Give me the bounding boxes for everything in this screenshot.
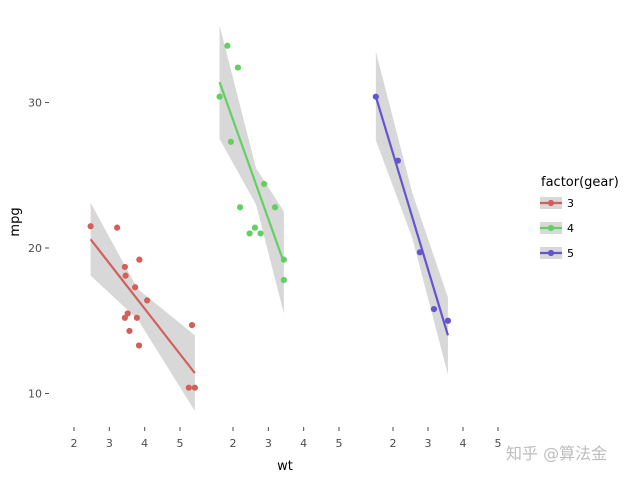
data-point-gear-5 [416, 249, 424, 256]
facet-panel-gear-3: 2 3 4 5 [71, 202, 198, 450]
y-axis: 10 20 30 [28, 97, 49, 401]
data-point-gear-3 [136, 256, 143, 263]
data-point-gear-3 [191, 384, 198, 391]
data-point-gear-3 [126, 327, 133, 335]
data-point-gear-3 [121, 263, 128, 271]
facet-panels: 10 20 30 2 3 4 5 2 3 4 5 2 3 4 5 [28, 25, 502, 450]
legend-label: 3 [567, 197, 574, 210]
data-point-gear-4 [280, 256, 287, 263]
data-point-gear-4 [227, 138, 234, 145]
x-tick-label: 4 [141, 437, 148, 450]
legend-item-gear-5: 5 [540, 247, 574, 260]
data-point-gear-3 [144, 297, 151, 304]
legend-label: 5 [567, 247, 574, 260]
legend-item-gear-4: 4 [540, 222, 574, 235]
data-point-gear-4 [251, 224, 259, 231]
regression-line-gear-4 [218, 81, 285, 263]
data-point-gear-3 [133, 314, 140, 321]
regression-line-gear-5 [374, 96, 450, 336]
legend-key-point [547, 224, 555, 232]
legend-item-gear-3: 3 [540, 197, 574, 210]
data-point-gear-5 [430, 306, 438, 313]
x-axis-title: wt [277, 459, 293, 474]
data-point-gear-3 [188, 322, 196, 329]
legend-title: factor(gear) [541, 175, 619, 190]
legend-key-point [547, 249, 555, 257]
y-axis-title: mpg [8, 207, 23, 236]
y-tick-label: 10 [28, 388, 42, 401]
data-point-gear-4 [224, 42, 231, 49]
x-tick-label: 2 [390, 437, 397, 450]
data-point-gear-3 [132, 284, 139, 291]
data-point-gear-3 [124, 310, 131, 317]
data-point-gear-4 [260, 180, 268, 188]
legend: factor(gear) 3 4 5 [540, 175, 619, 260]
data-point-gear-3 [87, 223, 94, 230]
data-point-gear-3 [185, 384, 192, 391]
x-tick-label: 4 [300, 437, 307, 450]
data-point-gear-5 [444, 317, 452, 324]
x-tick-label: 2 [71, 437, 78, 450]
data-point-gear-3 [122, 272, 129, 279]
legend-key-point [547, 199, 555, 207]
x-tick-label: 5 [495, 437, 502, 450]
data-point-gear-4 [234, 64, 242, 71]
x-tick-label: 2 [230, 437, 237, 450]
watermark: 知乎 @算法金 [506, 444, 607, 463]
y-tick-label: 30 [28, 97, 42, 110]
y-tick-label: 20 [28, 242, 42, 255]
x-tick-label: 5 [177, 437, 184, 450]
facet-panel-gear-5: 2 3 4 5 [372, 51, 502, 450]
data-point-gear-4 [246, 230, 253, 237]
facet-panel-gear-4: 2 3 4 5 [216, 25, 343, 450]
data-point-gear-4 [271, 204, 279, 211]
data-point-gear-5 [372, 93, 379, 100]
x-tick-label: 3 [106, 437, 113, 450]
data-point-gear-5 [394, 157, 401, 164]
x-tick-label: 5 [336, 437, 343, 450]
data-point-gear-4 [257, 230, 264, 237]
legend-label: 4 [567, 222, 574, 235]
data-point-gear-4 [280, 276, 287, 284]
data-point-gear-4 [236, 204, 244, 211]
x-tick-label: 3 [425, 437, 432, 450]
data-point-gear-4 [216, 93, 223, 100]
x-tick-label: 4 [460, 437, 467, 450]
x-tick-label: 3 [265, 437, 272, 450]
regression-line-gear-3 [89, 238, 196, 374]
data-point-gear-3 [114, 224, 121, 231]
data-point-gear-3 [135, 342, 143, 349]
